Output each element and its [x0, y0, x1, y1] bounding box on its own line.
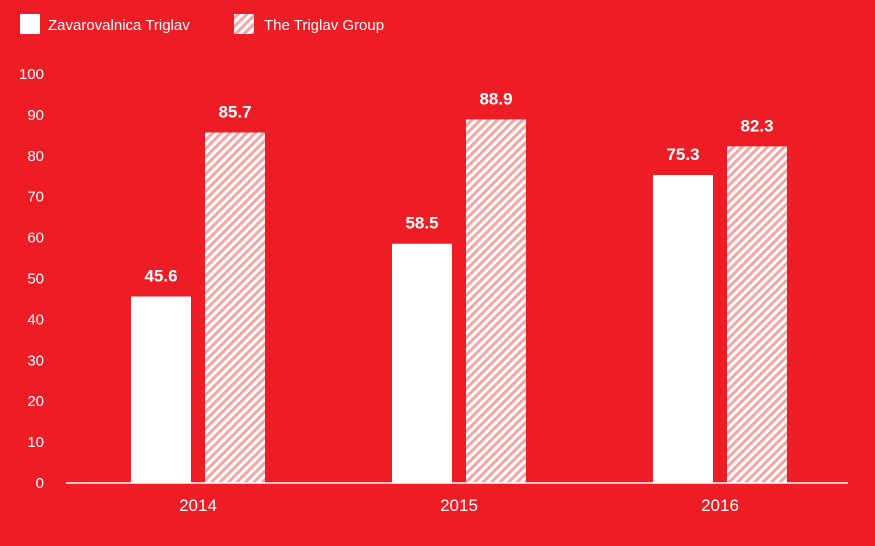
legend-label-zavarovalnica-triglav: Zavarovalnica Triglav: [48, 17, 190, 34]
bar-the-triglav-group-2015: [466, 119, 526, 484]
value-label: 85.7: [218, 102, 251, 121]
x-tick-label: 2014: [179, 496, 217, 515]
x-tick-label: 2016: [701, 496, 739, 515]
value-label: 82.3: [740, 116, 773, 135]
legend-item-zavarovalnica-triglav: Zavarovalnica Triglav: [20, 14, 190, 34]
bar-zavarovalnica-triglav-2015: [392, 243, 452, 483]
y-tick-label: 20: [27, 393, 44, 410]
y-tick-label: 70: [27, 189, 44, 206]
y-tick-label: 90: [27, 107, 44, 124]
legend: Zavarovalnica Triglav The Triglav Group: [20, 14, 384, 34]
y-axis-ticks: 0 10 20 30 40 50 60 70 80 90 100: [19, 66, 44, 492]
bar-the-triglav-group-2016: [727, 146, 787, 483]
legend-label-the-triglav-group: The Triglav Group: [264, 17, 384, 34]
legend-item-the-triglav-group: The Triglav Group: [234, 14, 384, 34]
y-tick-label: 80: [27, 148, 44, 165]
y-tick-label: 50: [27, 271, 44, 288]
x-tick-label: 2015: [440, 496, 478, 515]
bar-zavarovalnica-triglav-2016: [653, 175, 713, 483]
legend-swatch-solid: [20, 14, 40, 34]
y-tick-label: 10: [27, 434, 44, 451]
value-label: 75.3: [666, 145, 699, 164]
bar-the-triglav-group-2014: [205, 132, 265, 483]
bar-zavarovalnica-triglav-2014: [131, 296, 191, 483]
y-tick-label: 100: [19, 66, 44, 83]
value-label: 45.6: [144, 266, 177, 285]
bars: [131, 119, 787, 484]
value-labels: 45.6 85.7 58.5 88.9 75.3 82.3: [144, 89, 773, 285]
x-axis-labels: 2014 2015 2016: [179, 496, 739, 515]
y-tick-label: 0: [36, 475, 44, 492]
legend-swatch-hatched: [234, 14, 254, 34]
y-tick-label: 30: [27, 352, 44, 369]
value-label: 88.9: [479, 89, 512, 108]
y-tick-label: 40: [27, 311, 44, 328]
value-label: 58.5: [405, 214, 438, 233]
y-tick-label: 60: [27, 230, 44, 247]
